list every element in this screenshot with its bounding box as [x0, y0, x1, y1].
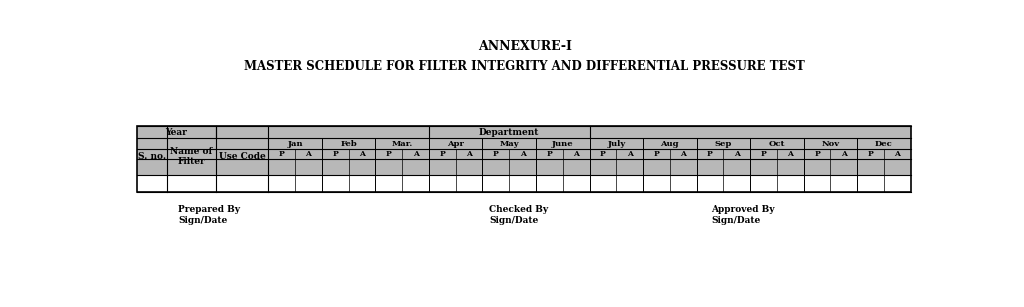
- Text: A: A: [787, 150, 794, 158]
- Bar: [137, 175, 910, 192]
- Text: Mar.: Mar.: [391, 140, 413, 148]
- Text: P: P: [279, 150, 285, 158]
- Text: Oct: Oct: [769, 140, 785, 148]
- Text: Prepared By
Sign/Date: Prepared By Sign/Date: [178, 205, 240, 225]
- Text: Feb: Feb: [340, 140, 357, 148]
- Text: A: A: [894, 150, 900, 158]
- Text: Apr: Apr: [447, 140, 464, 148]
- Text: P: P: [600, 150, 606, 158]
- Text: Sep: Sep: [715, 140, 732, 148]
- Text: A: A: [413, 150, 419, 158]
- Bar: [268, 159, 910, 175]
- Text: Name of
Filter: Name of Filter: [170, 147, 212, 166]
- Text: Checked By
Sign/Date: Checked By Sign/Date: [489, 205, 548, 225]
- Text: P: P: [653, 150, 659, 158]
- Bar: [268, 138, 910, 149]
- Text: A: A: [627, 150, 633, 158]
- Text: MASTER SCHEDULE FOR FILTER INTEGRITY AND DIFFERENTIAL PRESSURE TEST: MASTER SCHEDULE FOR FILTER INTEGRITY AND…: [245, 60, 805, 72]
- Text: A: A: [841, 150, 847, 158]
- Bar: [268, 149, 910, 159]
- Text: May: May: [500, 140, 519, 148]
- Text: ANNEXURE-I: ANNEXURE-I: [478, 40, 571, 53]
- Text: Year: Year: [166, 128, 187, 137]
- Text: June: June: [552, 140, 573, 148]
- Text: A: A: [734, 150, 739, 158]
- Text: P: P: [332, 150, 338, 158]
- Text: Aug: Aug: [660, 140, 679, 148]
- Text: A: A: [680, 150, 686, 158]
- Text: Approved By
Sign/Date: Approved By Sign/Date: [712, 205, 775, 225]
- Text: P: P: [761, 150, 766, 158]
- Text: A: A: [305, 150, 311, 158]
- Text: P: P: [867, 150, 873, 158]
- Text: A: A: [359, 150, 365, 158]
- Bar: [167, 138, 216, 175]
- Text: P: P: [707, 150, 713, 158]
- Text: A: A: [466, 150, 472, 158]
- Text: Department: Department: [479, 128, 540, 137]
- Text: A: A: [573, 150, 579, 158]
- Text: Jan: Jan: [288, 140, 303, 148]
- Bar: [137, 138, 167, 175]
- Text: P: P: [386, 150, 391, 158]
- Text: P: P: [814, 150, 820, 158]
- Text: Dec: Dec: [876, 140, 893, 148]
- Bar: [137, 126, 910, 138]
- Text: Nov: Nov: [821, 140, 840, 148]
- Text: S. no.: S. no.: [138, 152, 166, 161]
- Text: Use Code: Use Code: [218, 152, 265, 161]
- Text: P: P: [439, 150, 445, 158]
- Bar: [216, 138, 268, 175]
- Text: P: P: [493, 150, 499, 158]
- Bar: [137, 126, 910, 192]
- Text: A: A: [519, 150, 525, 158]
- Text: July: July: [607, 140, 626, 148]
- Text: P: P: [547, 150, 552, 158]
